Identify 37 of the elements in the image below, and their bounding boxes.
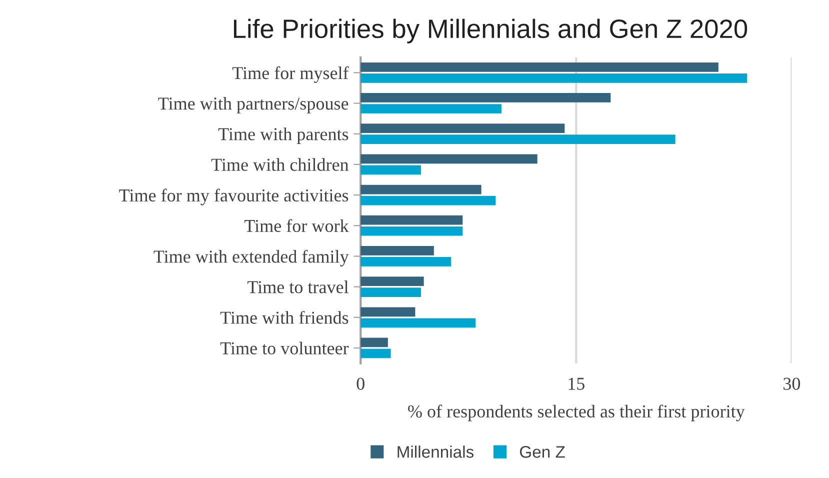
bar — [360, 124, 565, 134]
y-tick-label: Time with children — [211, 158, 349, 171]
bar — [360, 184, 482, 194]
bar — [360, 104, 502, 114]
y-tick-label: Time with friends — [220, 310, 348, 324]
bar — [360, 338, 388, 348]
bar — [360, 276, 424, 286]
bar — [360, 73, 748, 83]
x-axis-title: % of respondents selected as their first priority — [408, 404, 745, 422]
bar — [360, 307, 416, 317]
y-tick-label: Time for my favourite activities — [119, 188, 348, 206]
bar — [360, 288, 421, 297]
x-tick-label: 30 — [784, 378, 800, 390]
bar — [360, 257, 452, 266]
bar — [360, 348, 391, 358]
legend-label: Millennials — [398, 446, 474, 458]
y-tick-label: Time with partners/spouse — [158, 96, 348, 114]
bar — [360, 196, 496, 206]
bar — [360, 226, 463, 236]
x-tick-label: 15 — [568, 378, 584, 390]
chart-title: Life Priorities by Millennials and Gen Z 2020 — [234, 18, 748, 44]
bar — [360, 246, 434, 256]
y-tick-label: Time with extended family — [154, 250, 349, 266]
y-tick-label: Time to travel — [247, 280, 348, 294]
y-tick-label: Time for work — [244, 219, 349, 232]
y-tick-label: Time to volunteer — [220, 342, 349, 354]
bar — [360, 318, 476, 328]
y-tick-label: Time for myself — [232, 66, 349, 83]
bar — [360, 134, 676, 144]
x-tick-label: 0 — [356, 378, 364, 390]
bar — [360, 215, 463, 225]
bar — [360, 154, 538, 164]
bar — [360, 62, 718, 72]
bar — [360, 93, 611, 102]
legend-label: Gen Z — [520, 446, 565, 458]
y-tick-label: Time with parents — [218, 128, 348, 144]
bar — [360, 165, 421, 175]
